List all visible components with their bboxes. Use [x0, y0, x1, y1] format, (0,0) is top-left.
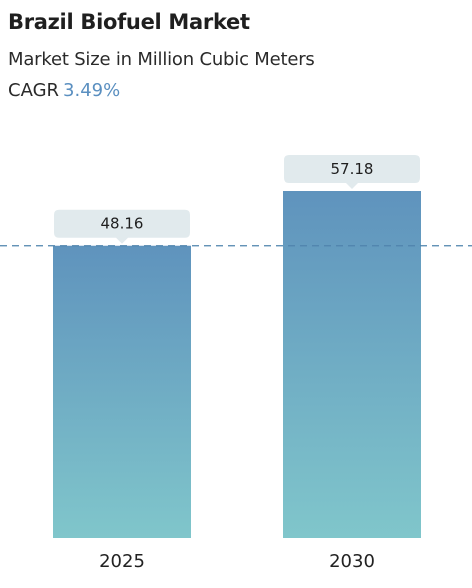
- cagr-value: 3.49%: [63, 80, 121, 101]
- chart-title: Brazil Biofuel Market: [8, 10, 250, 34]
- data-label-2030: 57.18: [331, 160, 374, 178]
- data-label-2025: 48.16: [101, 215, 144, 233]
- x-tick-label-2030: 2030: [329, 551, 375, 572]
- bar-2030: [283, 191, 421, 538]
- bar-2025: [53, 245, 191, 538]
- x-tick-label-2025: 2025: [99, 551, 145, 572]
- chart-subtitle: Market Size in Million Cubic Meters: [8, 49, 315, 70]
- cagr-label: CAGR: [8, 80, 60, 101]
- labels-layer: 48.16 2025 57.18 2030: [54, 155, 420, 572]
- cagr-line: CAGR 3.49%: [8, 80, 120, 101]
- bars-layer: [53, 191, 421, 538]
- value-bubble-2030: [284, 155, 420, 189]
- value-bubble-2025: [54, 209, 190, 244]
